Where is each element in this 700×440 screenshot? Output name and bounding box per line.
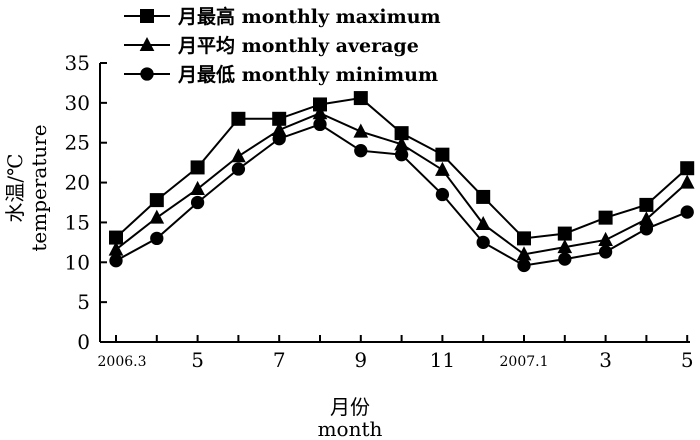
data-point-triangle <box>271 121 287 136</box>
y-tick-label: 25 <box>65 131 90 155</box>
x-tick-label: 2006.3 <box>98 354 147 370</box>
legend-marker-triangle <box>139 36 155 52</box>
data-point-square <box>313 97 327 112</box>
data-point-square <box>109 230 123 245</box>
y-tick-label: 10 <box>65 250 90 274</box>
data-point-circle <box>231 162 246 176</box>
data-point-square <box>517 231 531 246</box>
data-point-square <box>557 226 572 241</box>
data-point-square <box>435 147 450 162</box>
data-point-triangle <box>679 174 695 189</box>
data-point-triangle <box>190 180 205 195</box>
data-point-circle <box>517 258 531 273</box>
x-tick-label: 7 <box>273 348 286 372</box>
data-point-circle <box>598 245 613 259</box>
data-point-square <box>680 161 695 176</box>
y-tick-label: 35 <box>65 51 90 75</box>
data-point-square <box>272 111 287 126</box>
data-point-triangle <box>516 246 532 261</box>
legend: 月最高 monthly maximum 月平均 monthly average 月最… <box>124 5 441 86</box>
data-point-circle <box>190 195 205 210</box>
legend-marker-square <box>140 9 154 23</box>
data-point-circle <box>313 117 327 132</box>
data-point-square <box>476 189 491 204</box>
data-point-triangle <box>312 105 328 120</box>
data-point-triangle <box>475 215 491 231</box>
data-point-triangle <box>435 161 450 176</box>
x-tick-label: 3 <box>599 348 612 372</box>
x-axis-title-english: month <box>318 417 383 440</box>
x-tick-label: 2007.1 <box>500 354 549 370</box>
data-point-circle <box>394 148 409 162</box>
series-group <box>108 91 695 273</box>
x-tick-label: 5 <box>191 348 204 372</box>
data-point-circle <box>639 222 654 236</box>
data-point-triangle <box>394 136 409 151</box>
data-point-square <box>394 126 409 141</box>
data-point-circle <box>476 235 490 250</box>
data-point-circle <box>272 132 286 146</box>
legend-label: 月最低 monthly minimum <box>177 63 438 86</box>
y-tick-label: 5 <box>77 290 90 314</box>
data-point-circle <box>558 252 572 266</box>
data-point-square <box>190 160 205 175</box>
data-point-triangle <box>598 231 613 247</box>
x-axis-title: 月份 <box>330 395 370 419</box>
y-tick-label: 20 <box>65 171 90 195</box>
data-point-square <box>598 210 613 225</box>
legend-label: 月最高 monthly maximum <box>177 5 441 28</box>
y-tick-label: 0 <box>77 330 90 354</box>
legend-label: 月平均 monthly average <box>177 34 419 57</box>
y-tick-label: 15 <box>65 210 90 234</box>
data-point-square <box>639 197 654 212</box>
data-point-circle <box>680 205 694 219</box>
legend-marker-circle <box>140 67 154 81</box>
x-tick-label: 9 <box>354 348 367 372</box>
data-point-square <box>149 193 164 208</box>
data-point-triangle <box>149 209 165 224</box>
data-point-square <box>231 111 246 126</box>
data-point-circle <box>354 144 368 158</box>
data-point-triangle <box>639 211 654 226</box>
data-point-circle <box>150 231 164 246</box>
data-point-triangle <box>108 241 124 256</box>
y-tick-label: 30 <box>65 91 90 115</box>
x-tick-label: 11 <box>430 348 455 372</box>
data-point-triangle <box>353 123 369 138</box>
y-axis-title: 水温/℃ <box>3 153 27 222</box>
data-point-circle <box>109 254 123 268</box>
y-axis-title-english: temperature <box>27 124 51 251</box>
data-point-circle <box>435 187 450 202</box>
data-point-triangle <box>231 148 246 163</box>
x-tick-label: 5 <box>681 348 694 372</box>
data-point-square <box>353 91 368 106</box>
data-point-triangle <box>557 239 573 254</box>
